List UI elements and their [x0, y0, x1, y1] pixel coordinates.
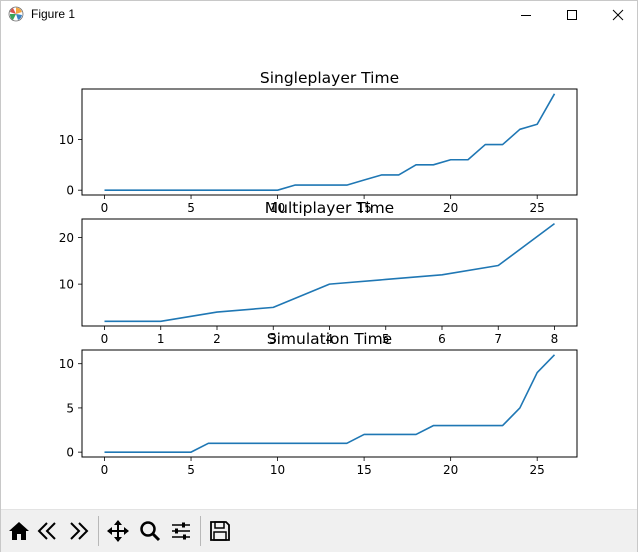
forward-arrow-icon [70, 522, 89, 540]
x-tick-label: 2 [213, 332, 221, 346]
configure-button[interactable] [168, 518, 194, 544]
home-icon [9, 522, 29, 540]
x-tick-label: 5 [187, 463, 195, 477]
x-tick-label: 25 [530, 201, 545, 215]
toolbar-separator [98, 516, 99, 546]
figure-canvas[interactable]: 0 5 10 15 20 25 0 10 0 1 2 3 4 5 6 7 8 10 20 0 5 10 15 20 25 0 5 10… [1, 29, 637, 509]
plot-area: 0 5 10 15 20 25 0 10 0 1 2 3 4 5 6 7 8 10 20 0 5 10 15 20 25 0 5 10… [59, 69, 578, 477]
y-tick-label: 0 [66, 446, 74, 460]
x-tick-label: 4 [326, 332, 334, 346]
x-tick-label: 5 [382, 332, 390, 346]
close-button[interactable] [595, 1, 638, 29]
x-tick-label: 0 [101, 463, 109, 477]
y-tick-label: 10 [59, 133, 74, 147]
y-tick-label: 5 [66, 401, 74, 415]
y-tick-label: 20 [59, 231, 74, 245]
x-tick-label: 15 [356, 463, 371, 477]
series-line [104, 223, 555, 323]
x-tick-label: 0 [101, 332, 109, 346]
chart-title: Simulation Time [267, 330, 392, 348]
home-button[interactable] [6, 518, 32, 544]
y-tick-label: 10 [59, 357, 74, 371]
x-tick-label: 20 [443, 463, 458, 477]
x-tick-label: 25 [530, 463, 545, 477]
zoom-button[interactable] [137, 518, 163, 544]
x-tick-label: 1 [157, 332, 165, 346]
move-icon [107, 520, 129, 542]
y-tick-label: 10 [59, 278, 74, 292]
series-line [104, 354, 556, 453]
y-tick-label: 0 [66, 184, 74, 198]
window-title: Figure 1 [31, 7, 76, 21]
axes-frame [81, 349, 578, 458]
back-arrow-icon [37, 522, 56, 540]
chart-title: Singleplayer Time [260, 69, 399, 87]
title-bar[interactable]: Figure 1 [1, 1, 637, 29]
axes-frame [81, 88, 578, 196]
series-line [104, 93, 556, 191]
x-tick-label: 6 [438, 332, 446, 346]
x-tick-label: 20 [443, 201, 458, 215]
sliders-icon [172, 522, 190, 540]
x-tick-label: 5 [187, 201, 195, 215]
minimize-button[interactable] [503, 1, 549, 29]
pan-button[interactable] [105, 518, 131, 544]
maximize-icon [567, 10, 577, 20]
x-tick-label: 10 [270, 463, 285, 477]
axes-frame [81, 218, 578, 327]
toolbar-separator [200, 516, 201, 546]
forward-button[interactable] [65, 518, 91, 544]
x-tick-label: 10 [270, 201, 285, 215]
back-button[interactable] [35, 518, 61, 544]
magnifier-icon [140, 521, 161, 542]
x-tick-label: 7 [494, 332, 502, 346]
floppy-disk-icon [210, 521, 230, 541]
close-icon [612, 9, 624, 21]
save-button[interactable] [207, 518, 233, 544]
x-tick-label: 0 [101, 201, 109, 215]
minimize-icon [521, 15, 531, 16]
chart-title: Multiplayer Time [265, 199, 394, 217]
x-tick-label: 8 [551, 332, 559, 346]
maximize-button[interactable] [549, 1, 595, 29]
x-tick-label: 15 [356, 201, 371, 215]
x-tick-label: 3 [269, 332, 277, 346]
navigation-toolbar [1, 509, 637, 552]
matplotlib-icon [8, 6, 24, 22]
